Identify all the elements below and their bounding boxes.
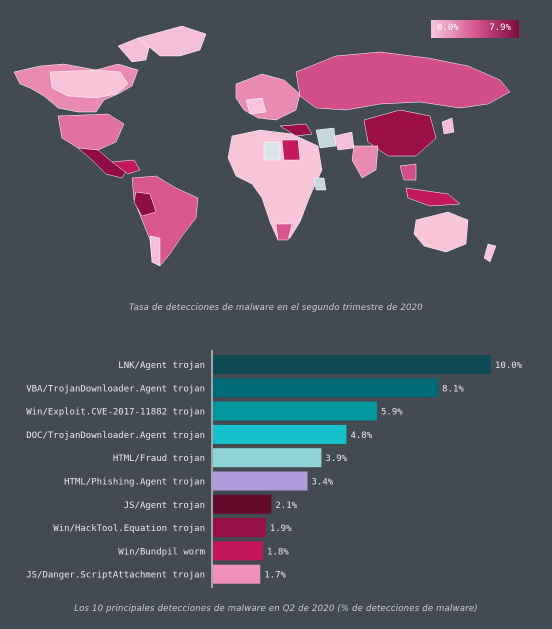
- bar: [213, 564, 261, 584]
- category-label: Win/Exploit.CVE-2017-11882 trojan: [26, 408, 205, 418]
- bar-chart: LNK/Agent trojan 10.0% VBA/TrojanDownloade…: [26, 350, 523, 588]
- category-label: HTML/Phishing.Agent trojan: [64, 478, 205, 488]
- africa: [227, 129, 327, 241]
- south-america: [131, 175, 199, 267]
- bar: [213, 401, 378, 421]
- category-label: HTML/Fraud trojan: [113, 454, 205, 464]
- category-label: Win/HackTool.Equation trojan: [53, 524, 205, 534]
- value-label: 5.9%: [381, 408, 403, 418]
- category-label: LNK/Agent trojan: [118, 361, 205, 371]
- bar: [213, 448, 322, 468]
- map-caption: Tasa de detecciones de malware en el seg…: [129, 303, 423, 313]
- choropleth-map: 0.0% 7.9%: [0, 0, 552, 290]
- chart-caption: Los 10 principales detecciones de malwar…: [74, 604, 478, 614]
- category-label: JS/Agent trojan: [124, 501, 205, 511]
- oceania: [413, 211, 497, 263]
- value-label: 3.4%: [312, 478, 334, 488]
- europe: [235, 73, 313, 137]
- value-label: 1.9%: [270, 524, 292, 534]
- bar: [213, 518, 266, 538]
- bar: [213, 494, 272, 514]
- value-label: 8.1%: [442, 384, 464, 394]
- color-legend: 0.0% 7.9%: [431, 20, 519, 38]
- value-label: 4.8%: [350, 431, 372, 441]
- category-label: JS/Danger.ScriptAttachment trojan: [26, 571, 205, 581]
- north-america: [13, 25, 207, 179]
- category-label: VBA/TrojanDownloader.Agent trojan: [26, 384, 205, 394]
- bar: [213, 541, 264, 561]
- category-label: DOC/TrojanDownloader.Agent trojan: [26, 431, 205, 441]
- world-map: [13, 25, 511, 267]
- value-label: 1.8%: [267, 547, 289, 557]
- bar: [213, 355, 491, 374]
- bar: [213, 471, 308, 491]
- value-label: 10.0%: [495, 361, 523, 371]
- bar: [213, 424, 347, 444]
- bar: [213, 378, 439, 398]
- value-label: 2.1%: [275, 501, 297, 511]
- legend-max-label: 7.9%: [489, 23, 511, 33]
- value-label: 3.9%: [325, 454, 347, 464]
- value-label: 1.7%: [264, 571, 286, 581]
- legend-min-label: 0.0%: [437, 23, 459, 33]
- asia: [295, 51, 511, 207]
- category-label: Win/Bundpil worm: [118, 547, 205, 557]
